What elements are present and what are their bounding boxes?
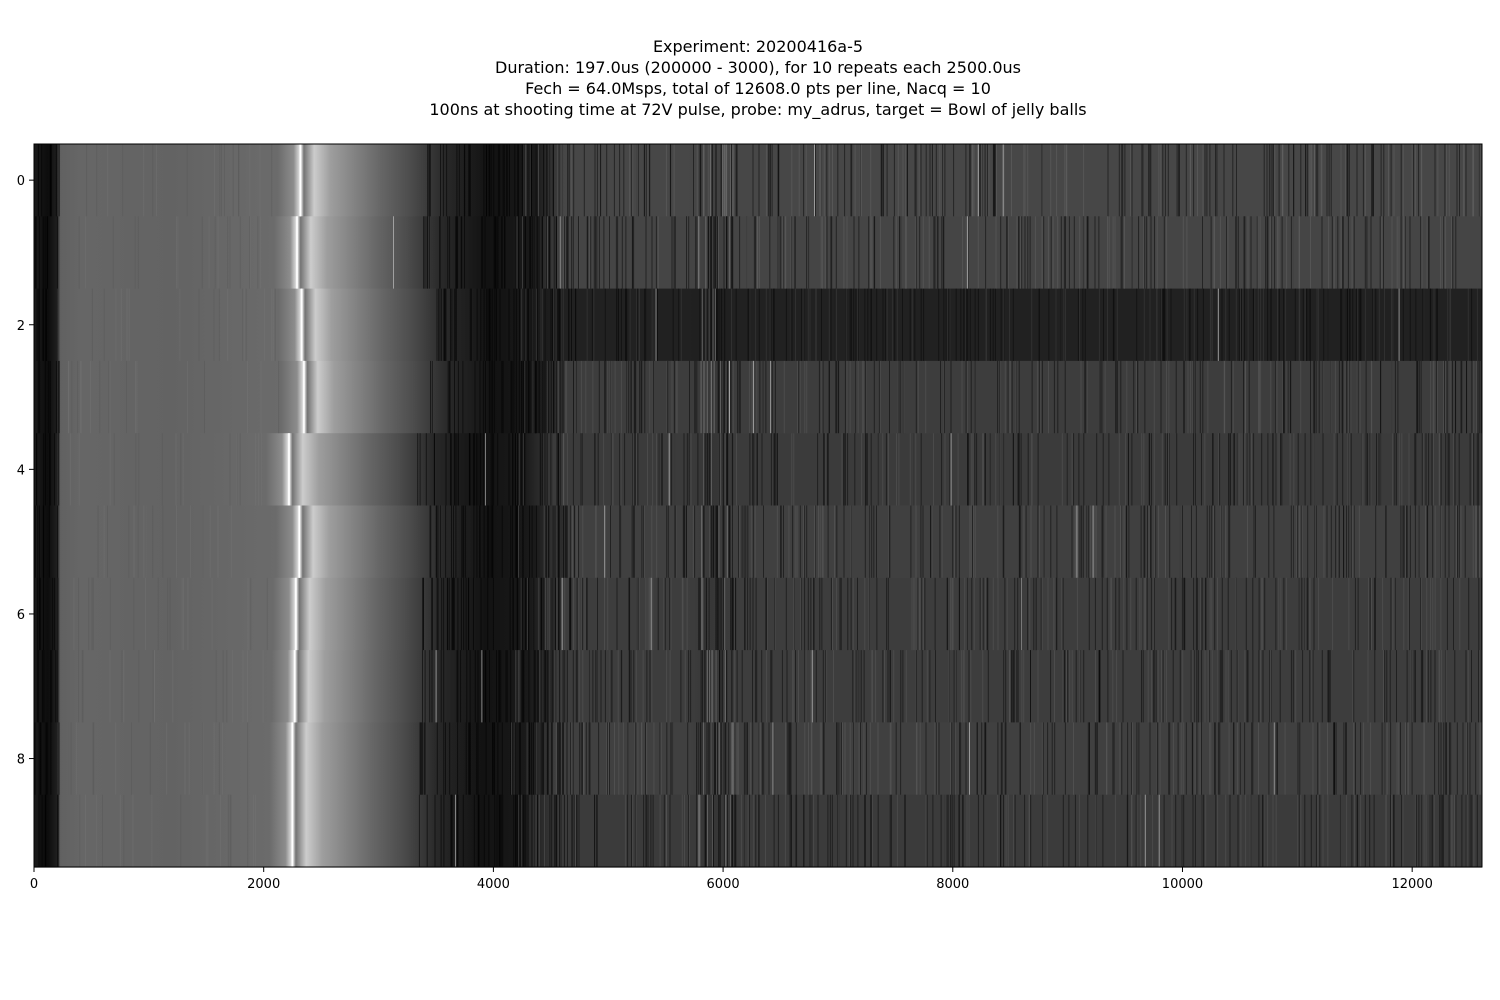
y-tick-label: 8 xyxy=(17,753,25,768)
y-tick-label: 0 xyxy=(17,174,25,189)
x-axis: 0 2000 4000 6000 8000 10000 12000 xyxy=(30,867,1433,892)
y-tick-label: 2 xyxy=(17,319,25,334)
x-tick-label: 10000 xyxy=(1162,877,1203,892)
heatmap-row-7 xyxy=(34,650,1482,723)
chart-title: Experiment: 20200416a-5 Duration: 197.0u… xyxy=(429,37,1086,120)
x-tick-label: 8000 xyxy=(936,877,969,892)
heatmap-row-2 xyxy=(34,288,1482,362)
plot-frame xyxy=(33,143,1483,868)
title-line-2: Duration: 197.0us (200000 - 3000), for 1… xyxy=(495,58,1021,77)
x-tick-label: 2000 xyxy=(247,877,280,892)
y-tick-label: 6 xyxy=(17,608,25,623)
x-tick-label: 4000 xyxy=(477,877,510,892)
heatmap-row-8 xyxy=(34,722,1482,796)
heatmap-row-6 xyxy=(34,577,1482,651)
title-line-4: 100ns at shooting time at 72V pulse, pro… xyxy=(429,100,1086,120)
heatmap-row-0 xyxy=(34,144,1482,217)
x-tick-label: 6000 xyxy=(707,877,740,892)
x-tick-label: 12000 xyxy=(1391,877,1432,892)
heatmap-row-5 xyxy=(34,505,1482,579)
x-tick-label: 0 xyxy=(30,877,38,892)
heatmap-row-4 xyxy=(34,433,1482,507)
y-axis: 0 2 4 6 8 xyxy=(17,174,34,768)
heatmap-row-3 xyxy=(34,360,1482,434)
title-line-1: Experiment: 20200416a-5 xyxy=(653,37,863,56)
y-tick-label: 4 xyxy=(17,463,25,478)
heatmap-lines xyxy=(33,144,1483,867)
title-line-3: Fech = 64.0Msps, total of 12608.0 pts pe… xyxy=(525,79,991,98)
